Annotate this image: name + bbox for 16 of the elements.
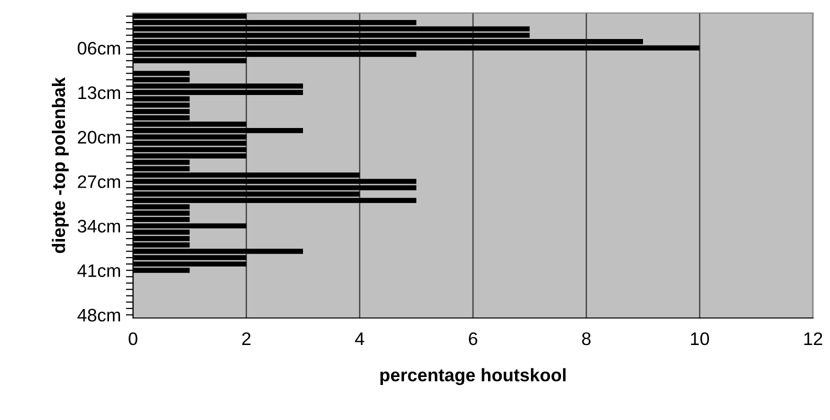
y-axis-title: diepte -top polenbak [52,77,69,254]
x-tick-label: 10 [691,332,710,346]
x-tick-label: 2 [242,332,250,345]
y-tick-label: 20cm [78,130,120,144]
y-tick-label: 34cm [78,220,120,233]
y-tick-label: 27cm [78,175,120,188]
y-tick-label: 13cm [78,86,120,100]
y-tick-label: 41cm [77,264,120,278]
x-tick-label: 4 [355,332,364,345]
x-axis-title: percentage houtskool [380,368,566,386]
x-tick-label: 6 [468,332,478,346]
x-tick-label: 12 [804,332,822,345]
x-tick-label: 8 [582,332,591,346]
x-tick-label: 0 [128,332,138,346]
y-tick-label: 06cm [78,42,120,55]
y-tick-label: 48cm [77,308,120,322]
